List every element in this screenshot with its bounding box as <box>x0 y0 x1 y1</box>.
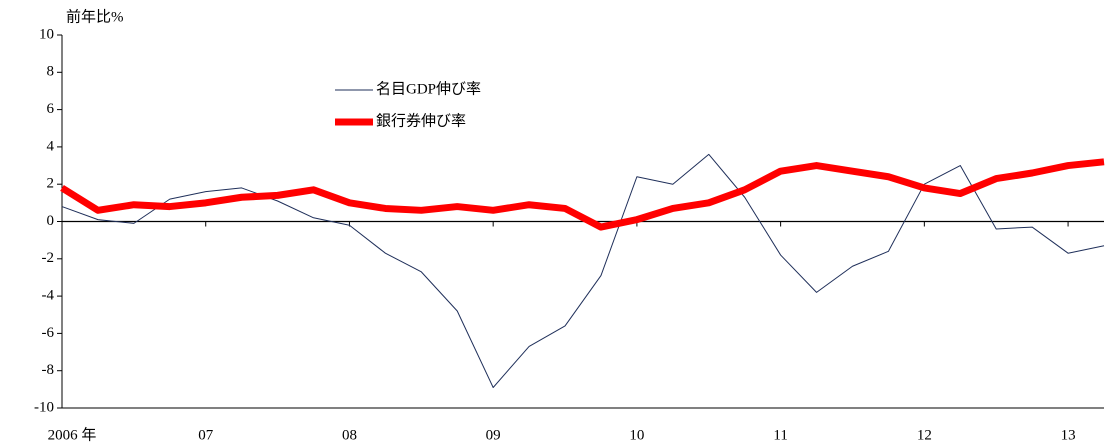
x-tick-label: 11 <box>773 427 787 443</box>
x-tick-label: 07 <box>198 427 214 443</box>
y-tick-label: 0 <box>47 213 55 229</box>
x-tick-label: 2006 年 <box>48 426 97 443</box>
y-tick-label: -10 <box>34 399 54 415</box>
y-tick-label: 4 <box>47 138 55 154</box>
y-tick-label: -8 <box>42 362 55 378</box>
x-tick-label: 08 <box>342 427 357 443</box>
y-tick-label: 8 <box>47 64 55 80</box>
x-tick-label: 10 <box>629 427 644 443</box>
y-tick-label: 10 <box>39 26 54 42</box>
series-line <box>60 158 1105 231</box>
x-tick-label: 09 <box>486 427 501 443</box>
legend-label: 名目GDP伸び率 <box>376 80 481 97</box>
y-tick-label: -2 <box>42 250 55 266</box>
legend-label: 銀行券伸び率 <box>376 112 466 129</box>
y-axis-label: 前年比% <box>66 8 124 25</box>
x-tick-label: 12 <box>917 427 932 443</box>
y-tick-label: 2 <box>47 176 55 192</box>
x-tick-label: 13 <box>1061 427 1076 443</box>
y-tick-label: -4 <box>42 288 55 304</box>
y-tick-label: 6 <box>47 101 55 117</box>
series-line <box>61 153 1105 388</box>
y-tick-label: -6 <box>42 325 55 341</box>
